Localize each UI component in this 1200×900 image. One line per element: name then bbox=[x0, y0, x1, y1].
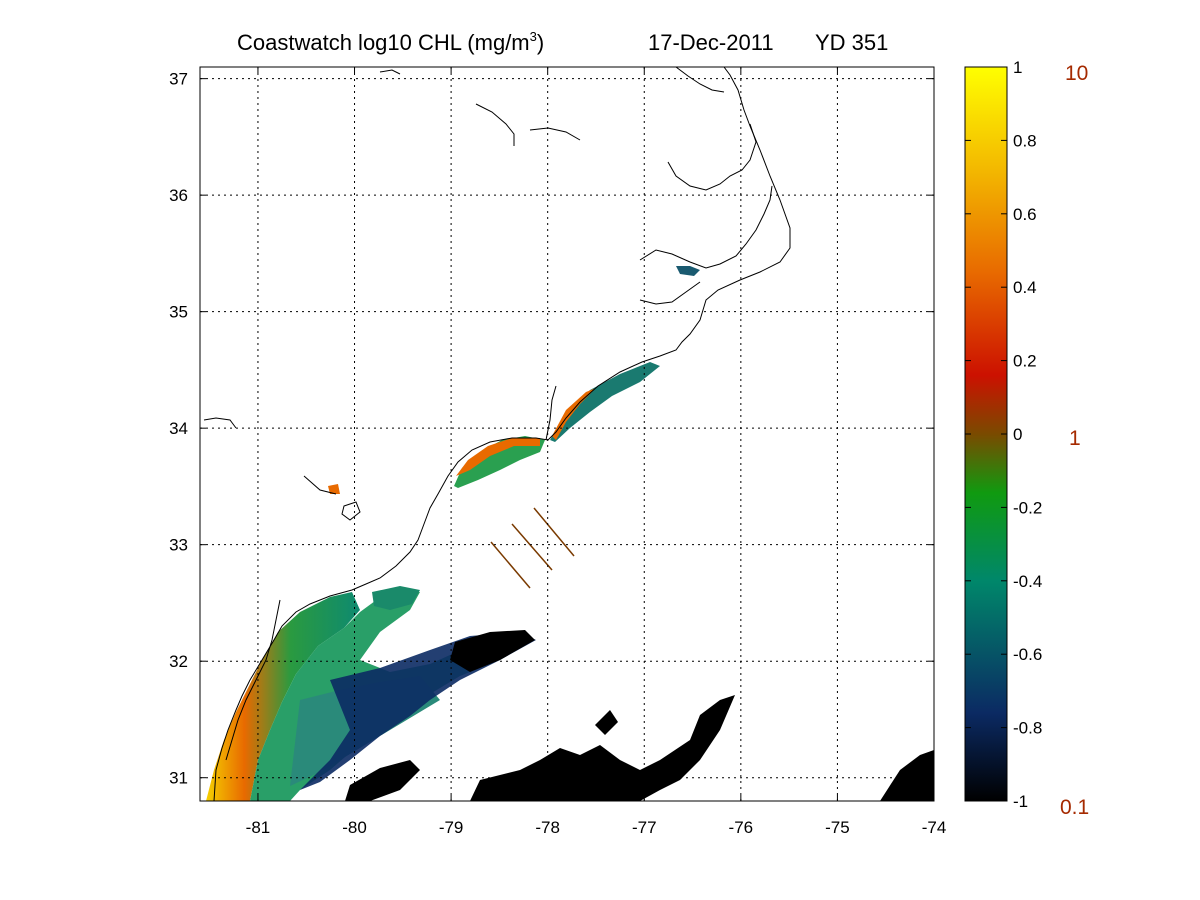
offshore-black-patch-4 bbox=[880, 750, 934, 801]
x-tick-label: -75 bbox=[825, 818, 850, 837]
map-frame bbox=[199, 66, 935, 802]
charleston-green-patch bbox=[372, 586, 420, 610]
colorbar-tick-label: -0.2 bbox=[1013, 498, 1042, 517]
long-bay-coastal-orange bbox=[456, 438, 540, 476]
transect-line-3 bbox=[533, 507, 575, 557]
map-panel bbox=[200, 67, 934, 801]
savannah-river bbox=[303, 475, 337, 495]
river-inlet-1 bbox=[475, 103, 515, 146]
colorbar-tick-label: -0.8 bbox=[1013, 719, 1042, 738]
colorbar-tick-label: -0.6 bbox=[1013, 645, 1042, 664]
y-tick-label: 36 bbox=[169, 186, 188, 205]
colorbar-tick-label: 0.2 bbox=[1013, 352, 1037, 371]
offshore-black-patch-5 bbox=[595, 710, 618, 735]
colorbar-ticks: 1 0.8 0.6 0.4 0.2 0 -0.2 -0.4 -0.6 -0.8 -1 bbox=[965, 58, 1042, 811]
pamlico-sound-patch bbox=[676, 266, 700, 276]
x-tick-label: -74 bbox=[922, 818, 947, 837]
colorbar-tick-label: 0.8 bbox=[1013, 131, 1037, 150]
colorbar: 1 0.8 0.6 0.4 0.2 0 -0.2 -0.4 -0.6 -0.8 -1 10 1 0.… bbox=[964, 58, 1089, 819]
x-tick-label: -79 bbox=[439, 818, 464, 837]
offshore-dark-blue-region bbox=[300, 632, 536, 790]
colorbar-tick-label: -1 bbox=[1013, 792, 1028, 811]
santee-lake bbox=[341, 501, 361, 521]
offshore-black-patch-2 bbox=[345, 760, 420, 801]
x-tick-label: -78 bbox=[535, 818, 560, 837]
x-tick-label: -77 bbox=[632, 818, 657, 837]
y-tick-label: 35 bbox=[169, 303, 188, 322]
colorbar-gradient bbox=[964, 66, 1008, 802]
offshore-black-patch-3 bbox=[470, 695, 735, 801]
y-tick-label: 37 bbox=[169, 70, 188, 89]
y-tick-label: 34 bbox=[169, 419, 188, 438]
colorbar-value-10: 10 bbox=[1065, 62, 1088, 85]
axis-ticks: -81 -80 -79 -78 -77 -76 -75 -74 31 32 33 34 35 36 37 bbox=[169, 67, 946, 837]
y-tick-label: 31 bbox=[169, 769, 188, 788]
coastline bbox=[203, 67, 791, 801]
x-tick-label: -81 bbox=[246, 818, 271, 837]
colorbar-tick-label: -0.4 bbox=[1013, 572, 1042, 591]
river-inlet-2 bbox=[529, 127, 581, 141]
map-yearday: YD 351 bbox=[815, 30, 888, 55]
chesapeake-south bbox=[675, 67, 725, 93]
coastal-orange-spot bbox=[328, 484, 340, 494]
cape-fear-river bbox=[545, 385, 557, 441]
transect-line-2 bbox=[511, 523, 553, 571]
west-lake bbox=[203, 417, 237, 429]
colorbar-tick-label: 1 bbox=[1013, 58, 1022, 77]
x-tick-label: -76 bbox=[729, 818, 754, 837]
colorbar-value-1: 1 bbox=[1069, 427, 1081, 450]
long-bay-chl-patch bbox=[454, 436, 545, 488]
transect-lines bbox=[490, 507, 575, 589]
river-inlet-3 bbox=[379, 69, 401, 75]
coastline-main bbox=[213, 67, 791, 801]
chlorophyll-data-layer bbox=[206, 266, 934, 801]
grid-lines bbox=[200, 67, 934, 801]
colorbar-tick-label: 0 bbox=[1013, 425, 1022, 444]
y-tick-label: 32 bbox=[169, 652, 188, 671]
y-tick-label: 33 bbox=[169, 536, 188, 555]
transect-line-1 bbox=[490, 541, 531, 589]
onslow-bay-chl-patch bbox=[550, 362, 660, 442]
colorbar-tick-label: 0.4 bbox=[1013, 278, 1037, 297]
x-tick-label: -80 bbox=[342, 818, 367, 837]
georgia-inlets bbox=[225, 599, 281, 761]
neuse-river bbox=[639, 281, 701, 305]
albemarle-inner-shore bbox=[667, 123, 757, 191]
colorbar-value-0.1: 0.1 bbox=[1060, 796, 1089, 819]
map-title: Coastwatch log10 CHL (mg/m3) bbox=[237, 29, 544, 55]
coastal-high-chl-band bbox=[206, 592, 360, 801]
colorbar-tick-label: 0.6 bbox=[1013, 205, 1037, 224]
map-date: 17-Dec-2011 bbox=[648, 30, 774, 55]
pamlico-inner-shore bbox=[639, 185, 773, 269]
onslow-bay-coastal-orange bbox=[552, 388, 596, 440]
